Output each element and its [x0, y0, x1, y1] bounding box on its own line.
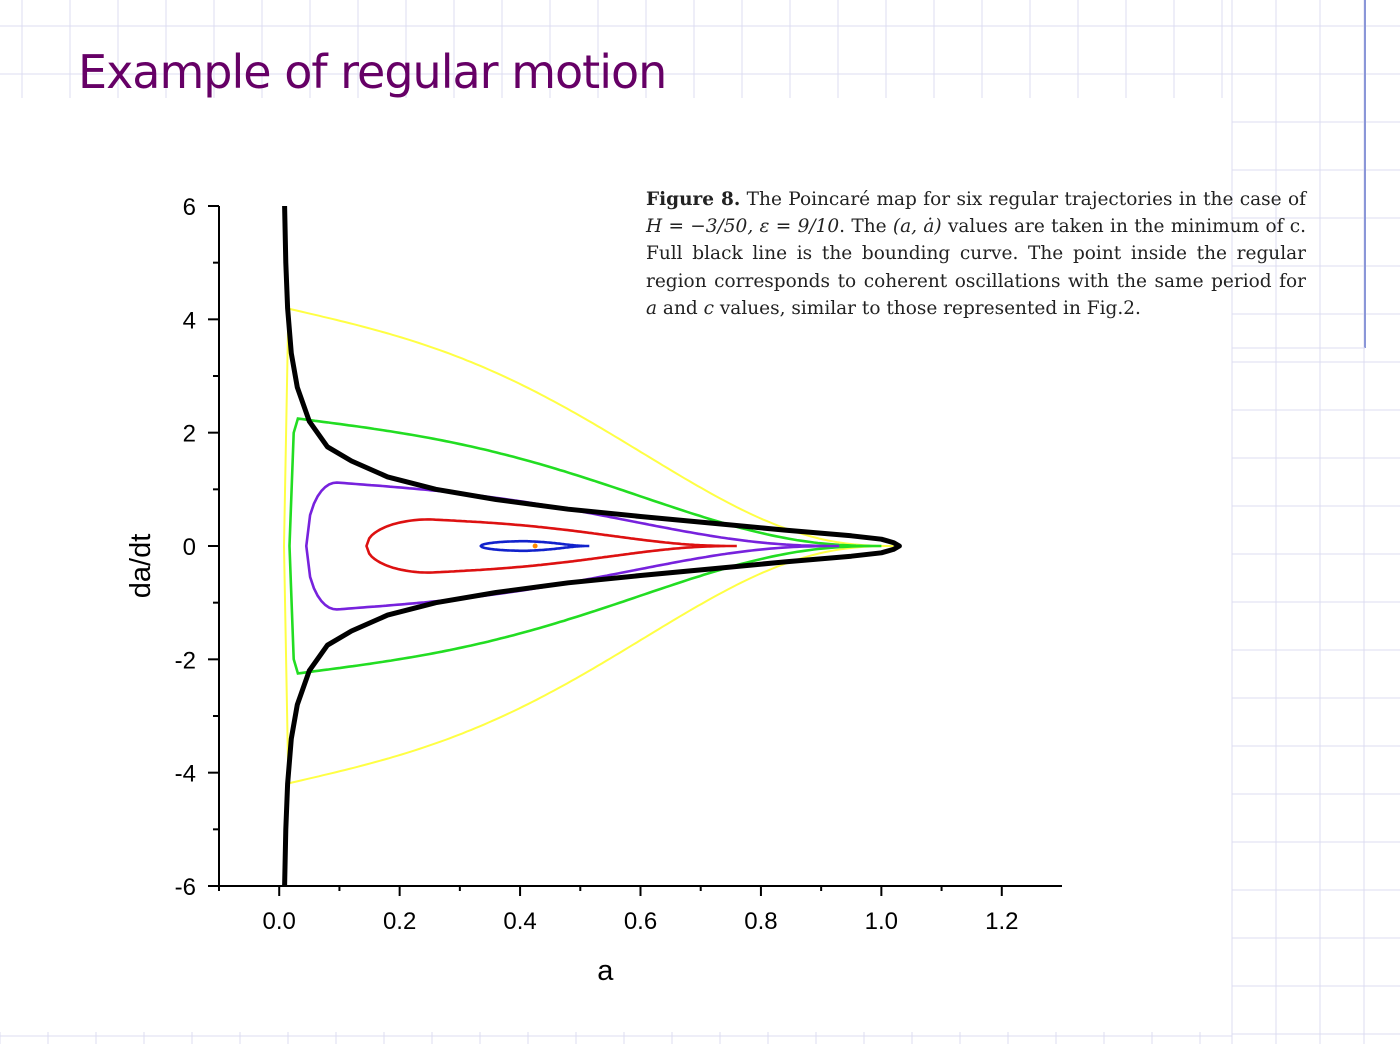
caption-label: Figure 8.	[646, 189, 741, 210]
caption-text: values are taken in the minimum of c. Fu…	[646, 216, 1306, 292]
caption-text: a	[646, 297, 658, 319]
caption-text: values, similar to those represented in …	[713, 297, 1141, 319]
caption-text: H = −3/50, ε = 9/10	[646, 216, 840, 238]
caption-text: c	[703, 297, 714, 319]
trajectory-curve	[282, 307, 894, 785]
x-axis-label: a	[597, 955, 614, 987]
y-tick-label: 6	[183, 194, 196, 221]
bounding-curve	[282, 205, 902, 887]
x-tick-label: 1.2	[985, 908, 1018, 935]
fixed-point	[532, 543, 538, 549]
figure-caption: Figure 8. The Poincaré map for six regul…	[646, 186, 1306, 322]
x-tick-label: 0.0	[263, 908, 296, 935]
caption-text: . The	[839, 216, 893, 238]
y-tick-label: -4	[175, 761, 196, 788]
y-tick-label: 2	[183, 421, 196, 448]
trajectory-curve	[365, 518, 737, 574]
x-tick-label: 0.6	[624, 908, 657, 935]
x-tick-label: 0.2	[383, 908, 416, 935]
x-tick-label: 1.0	[865, 908, 898, 935]
caption-text: (a, ȧ)	[892, 216, 942, 238]
y-axis-label: da/dt	[125, 534, 157, 599]
y-tick-label: -2	[175, 647, 196, 674]
slide-title: Example of regular motion	[78, 45, 667, 99]
y-tick-label: -6	[175, 874, 196, 901]
caption-text: and	[657, 297, 704, 319]
x-tick-label: 0.4	[503, 908, 536, 935]
x-tick-label: 0.8	[744, 908, 777, 935]
trajectory-curve	[479, 539, 590, 553]
y-tick-label: 4	[183, 307, 196, 334]
caption-text: The Poincaré map for six regular traject…	[740, 189, 1306, 210]
y-tick-label: 0	[183, 534, 196, 561]
trajectory-curve	[288, 417, 882, 675]
